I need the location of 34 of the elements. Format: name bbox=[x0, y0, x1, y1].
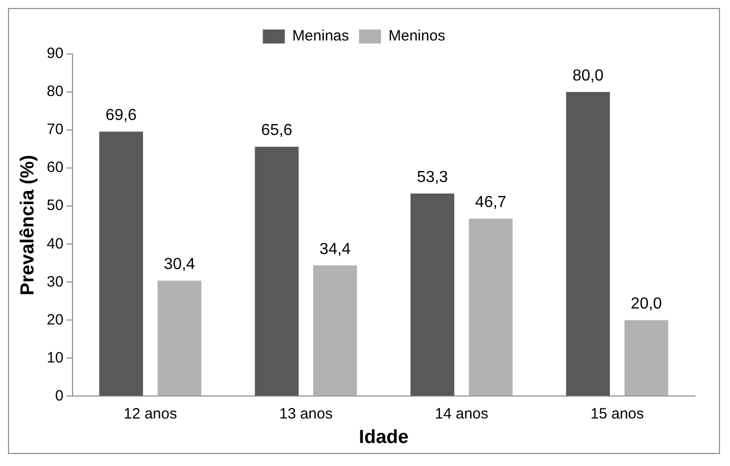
x-axis-title: Idade bbox=[358, 426, 409, 448]
y-tick-label: 60 bbox=[46, 159, 64, 176]
x-tick-label: 12 anos bbox=[124, 405, 177, 422]
y-axis-title: Prevalência (%) bbox=[18, 154, 39, 296]
y-tick-label: 80 bbox=[46, 83, 64, 100]
data-label: 53,3 bbox=[416, 168, 448, 186]
data-label: 80,0 bbox=[572, 67, 604, 84]
x-tick-label: 15 anos bbox=[590, 405, 644, 422]
x-tick-label: 13 anos bbox=[279, 405, 333, 422]
x-tick-label: 14 anos bbox=[434, 405, 488, 422]
y-tick-label: 10 bbox=[46, 349, 64, 366]
data-label: 34,4 bbox=[320, 240, 351, 258]
legend-label: Meninos bbox=[388, 28, 446, 45]
data-label: 46,7 bbox=[475, 194, 506, 212]
bar bbox=[99, 132, 144, 396]
data-label: 20,0 bbox=[630, 296, 662, 313]
y-tick-label: 70 bbox=[46, 121, 64, 138]
y-tick-label: 90 bbox=[46, 45, 64, 62]
y-tick-label: 50 bbox=[46, 197, 64, 214]
y-tick-label: 0 bbox=[55, 387, 64, 404]
bar bbox=[624, 320, 668, 396]
y-tick-label: 30 bbox=[46, 273, 64, 290]
y-tick-label: 20 bbox=[46, 311, 64, 328]
data-label: 69,6 bbox=[106, 106, 137, 124]
bar bbox=[410, 194, 454, 396]
y-tick-label: 40 bbox=[46, 235, 64, 252]
legend-label: Meninas bbox=[292, 28, 350, 45]
bar bbox=[566, 92, 610, 396]
bar bbox=[468, 218, 513, 396]
bar bbox=[254, 146, 299, 396]
bar bbox=[158, 280, 202, 396]
bar bbox=[313, 265, 357, 396]
data-label: 30,4 bbox=[164, 256, 196, 274]
data-label: 65,6 bbox=[261, 122, 292, 140]
